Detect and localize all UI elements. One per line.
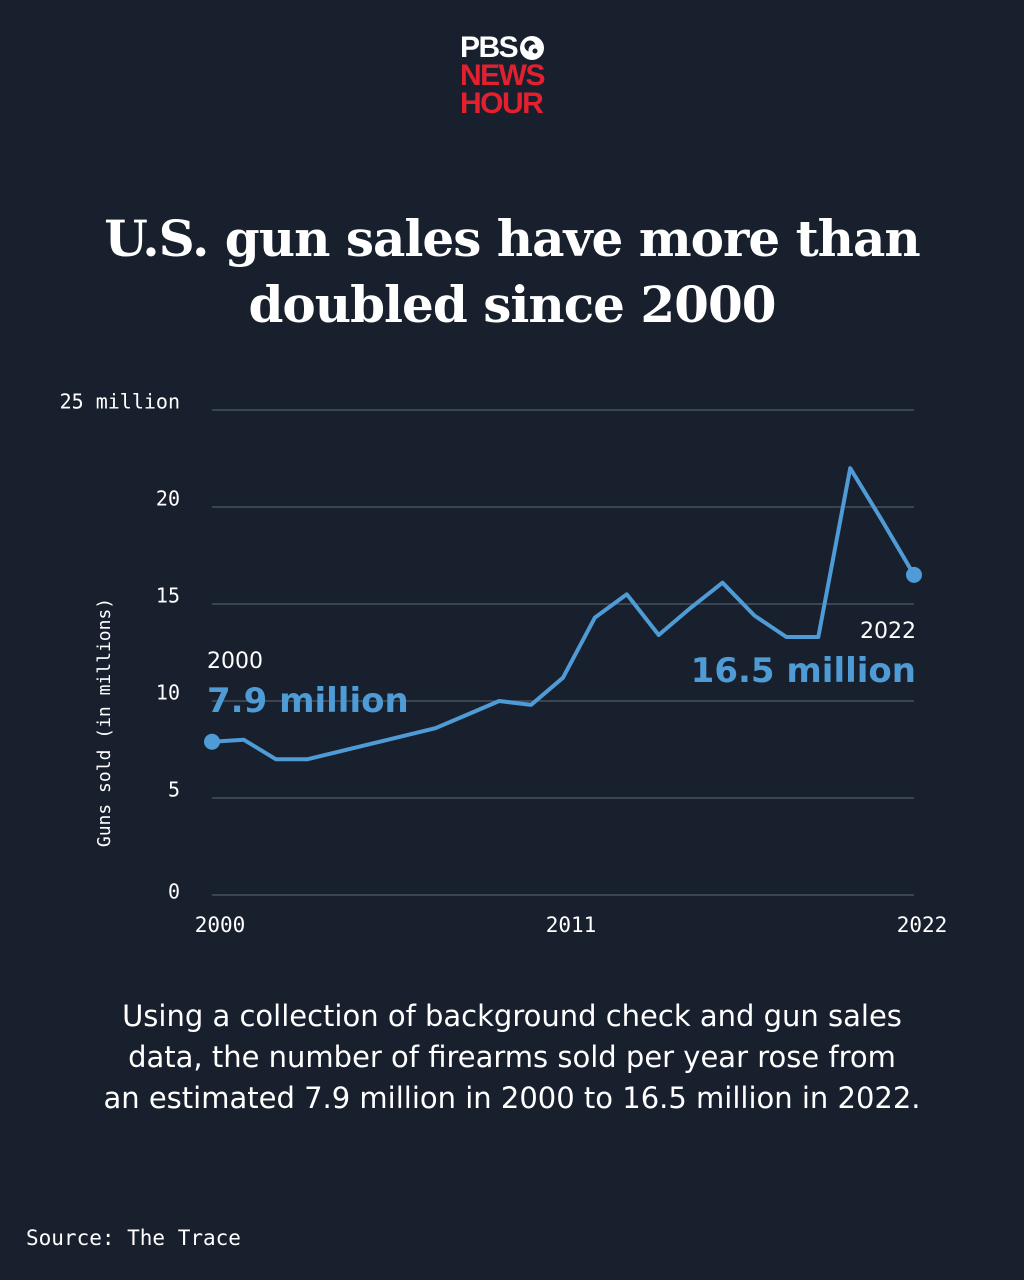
annotation-value-2000: 7.9 million [207, 681, 409, 721]
logo-pbs-text: PBS [460, 31, 519, 64]
y-tick-label: 10 [156, 681, 180, 705]
y-tick-label: 25 million [60, 390, 180, 414]
x-tick-label: 2000 [195, 913, 246, 937]
logo-hour-text: HOUR [460, 87, 544, 120]
y-tick-label: 20 [156, 487, 180, 511]
source-note: Source: The Trace [26, 1226, 241, 1250]
y-tick-label: 5 [168, 778, 180, 802]
gridlines [212, 409, 914, 896]
line-chart: 0 5 10 15 20 25 million 2000 2011 2022 Guns sol… [60, 390, 948, 938]
annotation-year-2022: 2022 [860, 619, 916, 644]
y-axis-label: Guns sold (in millions) [94, 598, 115, 847]
endpoint-2022 [906, 566, 922, 583]
chart-title: U.S. gun sales have more than doubled si… [40, 206, 984, 338]
y-tick-label: 15 [156, 584, 180, 608]
chart-caption: Using a collection of background check a… [60, 996, 964, 1119]
series-line [210, 466, 916, 762]
x-tick-label: 2011 [546, 913, 597, 937]
annotations: 2000 7.9 million 2022 16.5 million [207, 619, 916, 721]
series-points [204, 566, 922, 750]
title-line-2: doubled since 2000 [248, 275, 776, 334]
x-tick-label: 2022 [897, 913, 948, 937]
pbs-newshour-logo: PBS NEWS HOUR [460, 31, 570, 120]
annotation-year-2000: 2000 [207, 649, 263, 674]
caption-line-1: Using a collection of background check a… [122, 999, 902, 1033]
title-line-1: U.S. gun sales have more than [104, 209, 921, 268]
y-tick-label: 0 [168, 880, 180, 904]
annotation-value-2022: 16.5 million [691, 651, 916, 691]
y-axis-ticks: 0 5 10 15 20 25 million [60, 390, 180, 904]
x-axis-ticks: 2000 2011 2022 [195, 913, 948, 937]
logo-news-text: NEWS [460, 59, 546, 92]
endpoint-2000 [204, 733, 220, 750]
caption-line-3: an estimated 7.9 million in 2000 to 16.5… [103, 1081, 921, 1115]
pbs-head-icon [520, 36, 545, 60]
caption-line-2: data, the number of firearms sold per ye… [128, 1040, 896, 1074]
